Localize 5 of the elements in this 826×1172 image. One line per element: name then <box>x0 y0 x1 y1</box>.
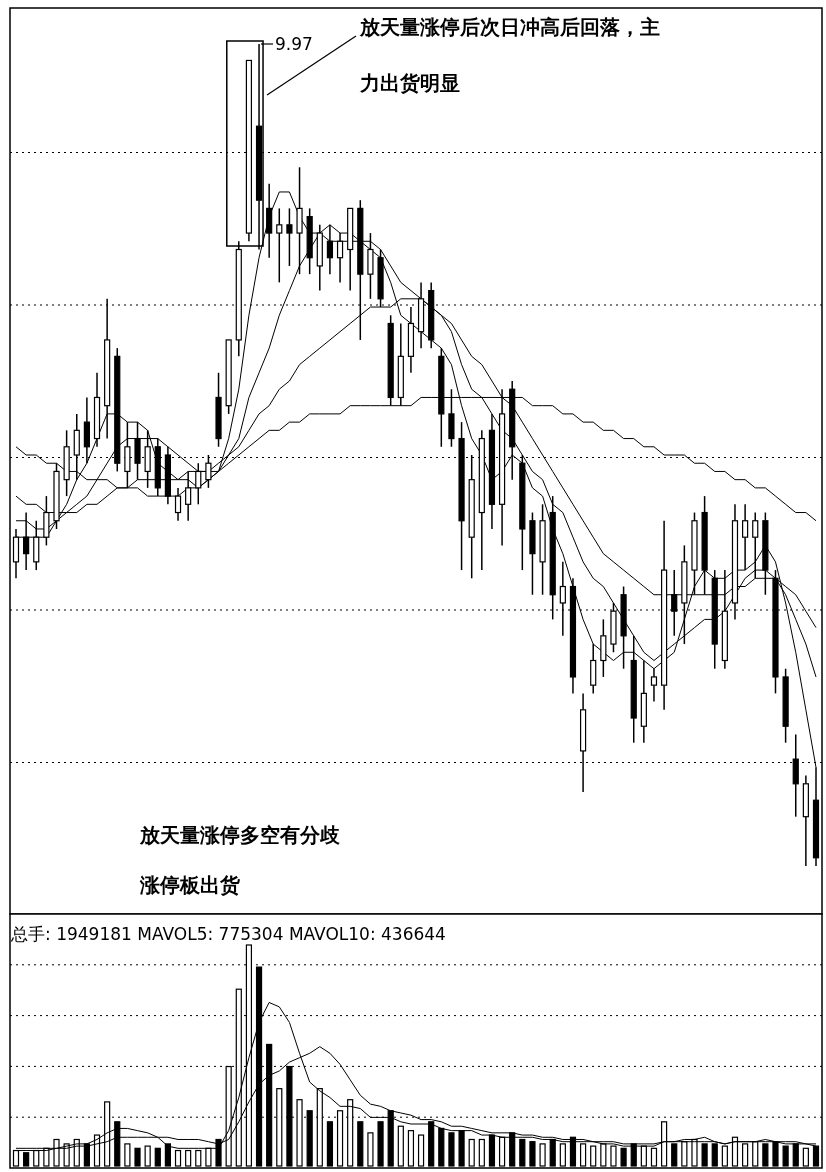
chart-title: 总手: 1949181 MAVOL5: 775304 MAVOL10: 436644 <box>10 924 446 944</box>
annotation: 放天量涨停多空有分歧 <box>139 823 341 847</box>
annotation: 9.97 <box>275 34 313 54</box>
text: 放天量涨停后次日冲高后回落，主力出货明显 <box>360 15 660 95</box>
text: 涨停板出货 <box>139 873 240 897</box>
